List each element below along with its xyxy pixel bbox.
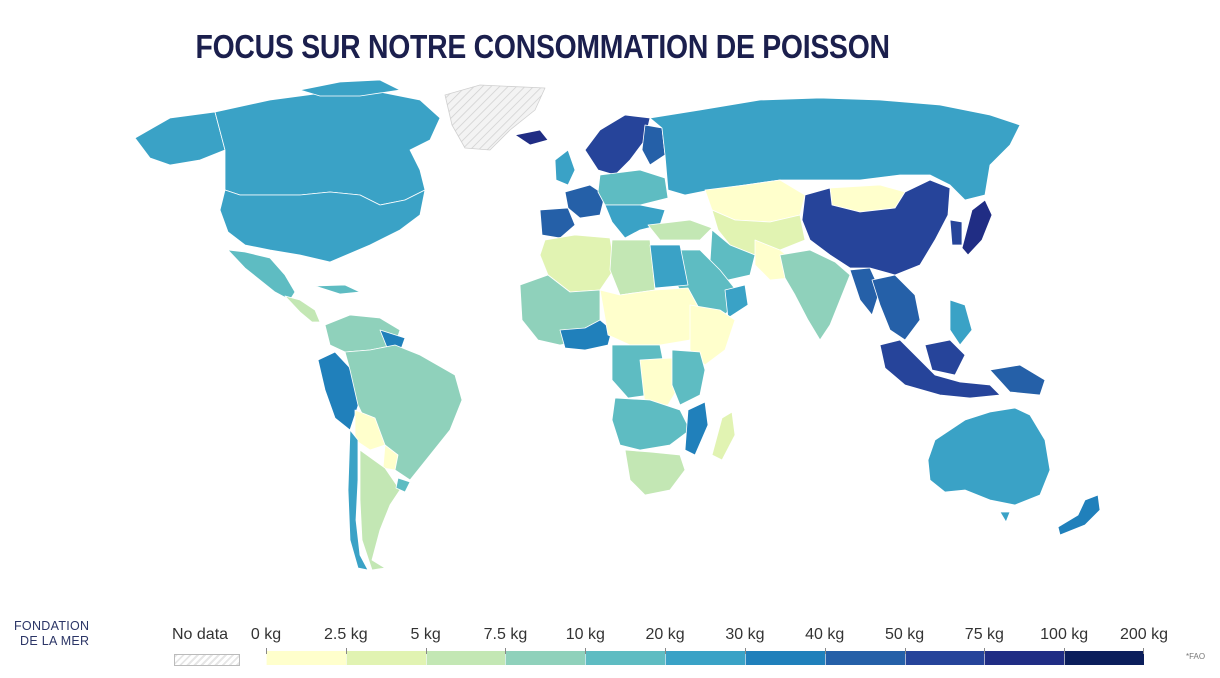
region-russia	[649, 97, 1021, 201]
logo-line-1: FONDATION	[14, 619, 90, 633]
region-mexico	[227, 249, 296, 301]
region-uruguay	[395, 477, 411, 493]
source-note: *FAO	[1186, 652, 1206, 661]
region-scandinavia	[584, 114, 651, 176]
region-east-africa	[671, 349, 706, 406]
region-iceland	[514, 129, 549, 146]
region-uk	[554, 149, 576, 186]
region-borneo-sulawesi	[924, 339, 966, 376]
region-central-america	[284, 295, 321, 323]
region-chile	[347, 429, 369, 571]
region-paraguay	[382, 444, 399, 471]
region-canada	[214, 91, 441, 206]
region-turkey	[647, 219, 713, 241]
region-central-europe	[597, 169, 669, 206]
page-title: FOCUS SUR NOTRE CONSOMMATION DE POISSON	[195, 28, 890, 65]
region-malaysia-indonesia	[879, 339, 1001, 399]
region-gulf-of-guinea	[559, 319, 613, 351]
region-papua	[989, 364, 1046, 396]
region-philippines	[949, 299, 973, 346]
region-mozambique	[684, 401, 709, 456]
region-chad-sudan	[599, 287, 701, 346]
region-tasmania	[999, 511, 1011, 523]
region-southern-africa	[624, 449, 686, 496]
region-alaska	[134, 111, 226, 166]
logo-line-2: DE LA MER	[20, 634, 90, 648]
region-bolivia	[354, 409, 386, 451]
region-greenland	[444, 84, 546, 151]
fondation-logo: FONDATION DE LA MER	[14, 619, 104, 649]
region-korea	[949, 219, 963, 246]
region-horn-of-africa	[689, 304, 736, 366]
region-egypt	[649, 244, 689, 289]
region-canada-islands	[299, 79, 401, 97]
region-madagascar	[711, 411, 736, 461]
region-australia	[927, 407, 1051, 506]
region-oman-yemen	[724, 284, 749, 319]
region-japan	[961, 199, 993, 256]
region-india	[779, 249, 851, 341]
region-finland	[641, 124, 666, 166]
region-new-zealand	[1057, 494, 1101, 536]
region-congo	[639, 357, 681, 406]
region-caribbean	[314, 284, 361, 295]
region-libya	[609, 239, 656, 296]
region-angola-zambia	[611, 397, 691, 451]
region-argentina	[359, 449, 401, 571]
region-usa	[219, 189, 426, 263]
region-indochina	[871, 274, 921, 341]
region-central-asia-south	[711, 209, 806, 256]
region-china	[801, 179, 951, 276]
region-iberia	[539, 207, 576, 239]
